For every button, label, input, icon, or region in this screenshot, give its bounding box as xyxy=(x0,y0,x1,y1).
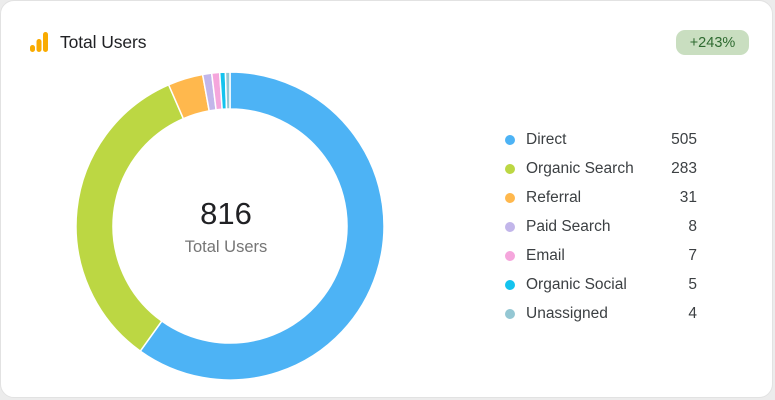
legend-dot xyxy=(505,221,515,232)
legend-value: 505 xyxy=(671,130,697,148)
legend-label: Organic Social xyxy=(526,275,627,293)
donut-chart xyxy=(75,71,385,381)
chart-legend: Direct 505 Organic Search 283 Referral 31 Paid… xyxy=(501,125,697,328)
donut-slice-unassigned[interactable] xyxy=(224,71,231,110)
analytics-bar-icon xyxy=(30,32,48,52)
legend-value: 7 xyxy=(688,246,697,264)
legend-value: 5 xyxy=(688,275,697,293)
legend-item-email[interactable]: Email 7 xyxy=(501,241,697,270)
legend-item-organic-search[interactable]: Organic Search 283 xyxy=(501,154,697,183)
legend-value: 8 xyxy=(688,217,697,235)
card-header: Total Users xyxy=(29,28,147,56)
donut-center-value: 816 xyxy=(200,196,252,231)
card-title: Total Users xyxy=(60,31,147,52)
legend-label: Referral xyxy=(526,188,582,206)
change-badge: +243% xyxy=(676,30,749,55)
legend-dot xyxy=(505,163,515,174)
legend-label: Email xyxy=(526,246,565,264)
legend-item-unassigned[interactable]: Unassigned 4 xyxy=(501,299,697,328)
legend-dot xyxy=(505,192,515,203)
legend-item-paid-search[interactable]: Paid Search 8 xyxy=(501,212,697,241)
legend-item-direct[interactable]: Direct 505 xyxy=(501,125,697,154)
legend-label: Paid Search xyxy=(526,217,611,235)
legend-value: 4 xyxy=(688,304,697,322)
legend-dot xyxy=(505,250,515,261)
legend-label: Direct xyxy=(526,130,567,148)
legend-item-organic-social[interactable]: Organic Social 5 xyxy=(501,270,697,299)
legend-dot xyxy=(505,308,515,319)
legend-label: Organic Search xyxy=(526,159,634,177)
donut-slice-direct[interactable] xyxy=(139,71,385,381)
legend-item-referral[interactable]: Referral 31 xyxy=(501,183,697,212)
legend-value: 31 xyxy=(679,188,697,206)
legend-label: Unassigned xyxy=(526,304,608,322)
legend-dot xyxy=(505,134,515,145)
legend-value: 283 xyxy=(671,159,697,177)
legend-dot xyxy=(505,279,515,290)
donut-center-label: Total Users xyxy=(184,238,268,256)
